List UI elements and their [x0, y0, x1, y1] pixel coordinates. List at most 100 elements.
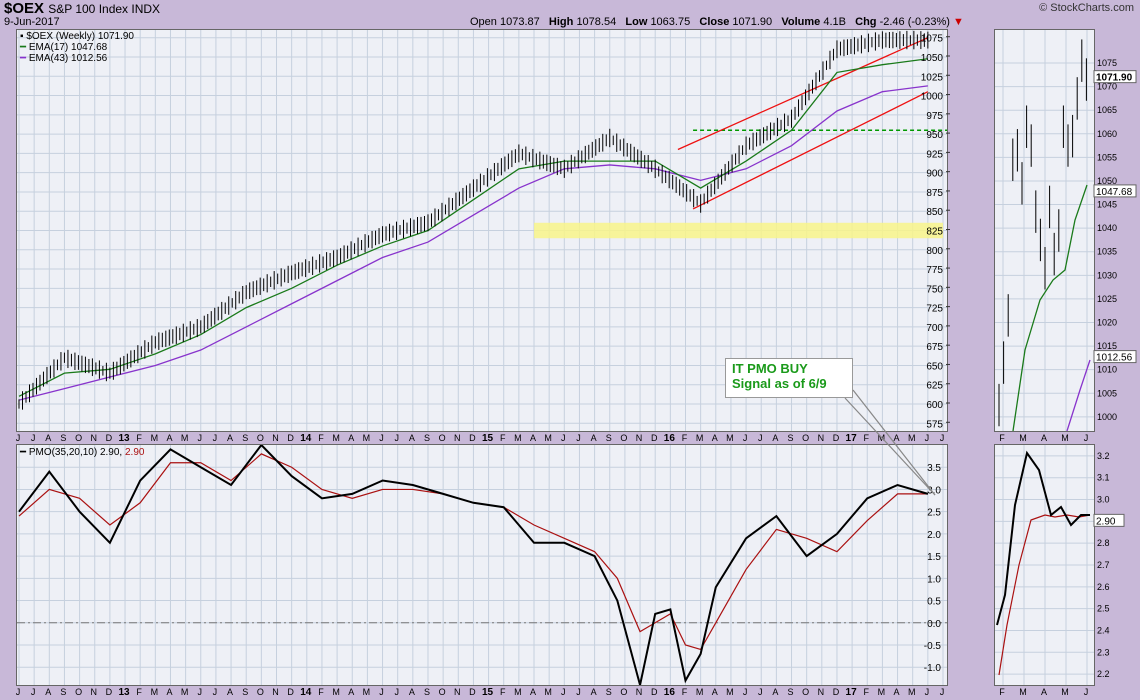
daily-pmo-tick-label: 2.4 [1097, 625, 1110, 635]
price-tick-label: 850 [926, 207, 943, 218]
daily-pmo-tick-label: 2.8 [1097, 538, 1110, 548]
ohlc-readout: Open 1073.87 High 1078.54 Low 1063.75 Cl… [470, 16, 964, 28]
month-label: A [348, 433, 354, 443]
last-pmo-box [1093, 513, 1125, 527]
month-label: S [424, 433, 430, 443]
month-label: J [940, 687, 945, 697]
chart-date: 9-Jun-2017 [4, 16, 60, 28]
daily-tick-label: 1075 [1097, 58, 1117, 68]
pmo-y-axis [946, 444, 986, 684]
price-tick-label: 700 [926, 323, 943, 334]
ema43-line [18, 85, 928, 401]
month-label: M [363, 687, 371, 697]
daily-pmo-tick-label: 3.2 [1097, 451, 1110, 461]
last-value-box [1093, 184, 1137, 198]
month-label: J [743, 433, 748, 443]
daily-tick-label: 1000 [1097, 412, 1117, 422]
month-label: S [60, 433, 66, 443]
month-label: F [864, 433, 870, 443]
daily-price-panel [994, 29, 1095, 432]
daily-tick-label: 1045 [1097, 200, 1117, 210]
month-label: J [561, 687, 566, 697]
month-label: M [908, 433, 916, 443]
ema17-line [18, 58, 928, 397]
month-label: S [424, 687, 430, 697]
month-label: J [925, 687, 930, 697]
month-label: M [1019, 433, 1027, 443]
month-label: F [999, 433, 1005, 443]
month-label: N [636, 687, 643, 697]
pmo-tick-label: 0.0 [927, 619, 941, 630]
month-label: D [106, 433, 113, 443]
last-value-label: 1012.56 [1096, 353, 1133, 364]
pmo-tick-label: -1.0 [924, 663, 942, 674]
month-label: M [908, 687, 916, 697]
month-label: M [514, 687, 522, 697]
pmo-tick-label: 2.0 [927, 530, 941, 541]
daily-pmo-tick-label: 2.6 [1097, 582, 1110, 592]
month-label: S [606, 433, 612, 443]
price-tick-label: 875 [926, 188, 943, 199]
month-label: J [940, 433, 945, 443]
daily-tick-label: 1030 [1097, 270, 1117, 280]
month-label: D [651, 433, 658, 443]
price-legend: ▪ $OEX (Weekly) 1071.90 ━ EMA(17) 1047.6… [20, 31, 134, 64]
month-label: S [242, 687, 248, 697]
month-label: J [1084, 433, 1089, 443]
month-label: O [439, 433, 446, 443]
month-label: J [213, 433, 218, 443]
month-label: M [181, 433, 189, 443]
price-tick-label: 750 [926, 284, 943, 295]
month-label: F [318, 687, 324, 697]
month-label: F [682, 687, 688, 697]
month-label: J [1084, 687, 1089, 697]
month-label: A [166, 687, 172, 697]
daily-tick-label: 1055 [1097, 152, 1117, 162]
price-tick-label: 1050 [921, 53, 944, 64]
last-value-box [1093, 350, 1137, 364]
pmo-tick-label: 2.5 [927, 508, 941, 519]
legend-ema17: ━ EMA(17) 1047.68 [20, 42, 108, 53]
month-label: A [772, 687, 778, 697]
daily-tick-label: 1035 [1097, 247, 1117, 257]
pmo-tick-label: 0.5 [927, 597, 941, 608]
month-label: S [242, 433, 248, 443]
support-zone [534, 222, 943, 239]
month-label: A [712, 433, 718, 443]
daily-tick-label: 1065 [1097, 105, 1117, 115]
pmo-legend: ━ PMO(35,20,10) 2.90, 2.90 [20, 447, 145, 458]
price-tick-label: 725 [926, 304, 943, 315]
month-label: N [454, 687, 461, 697]
month-label: F [682, 433, 688, 443]
month-label: 17 [846, 433, 858, 444]
month-label: J [213, 687, 218, 697]
chart-title: $OEX S&P 100 Index INDX [4, 0, 161, 17]
month-label: F [864, 687, 870, 697]
daily-ema43 [1066, 359, 1091, 431]
month-label: D [106, 687, 113, 697]
month-label: D [833, 433, 840, 443]
month-label: A [1041, 433, 1047, 443]
month-label: F [500, 687, 506, 697]
month-label: M [1019, 687, 1027, 697]
stockcharts-logo: © StockCharts.com [1039, 2, 1134, 14]
month-label: J [394, 433, 399, 443]
month-label: 15 [482, 433, 494, 444]
month-label: A [530, 687, 536, 697]
month-label: J [561, 433, 566, 443]
month-label: J [379, 687, 384, 697]
daily-ema17 [1012, 184, 1088, 431]
daily-tick-label: 1060 [1097, 129, 1117, 139]
month-label: M [332, 433, 340, 443]
month-label: D [287, 433, 294, 443]
daily-signal-line [998, 514, 1091, 676]
month-label: M [696, 687, 704, 697]
month-label: 15 [482, 687, 494, 698]
daily-tick-label: 1040 [1097, 223, 1117, 233]
month-label: F [136, 433, 142, 443]
daily-pmo-tick-label: 2.3 [1097, 647, 1110, 657]
price-tick-label: 1000 [921, 92, 944, 103]
price-tick-label: 900 [926, 169, 943, 180]
daily-tick-label: 1010 [1097, 365, 1117, 375]
